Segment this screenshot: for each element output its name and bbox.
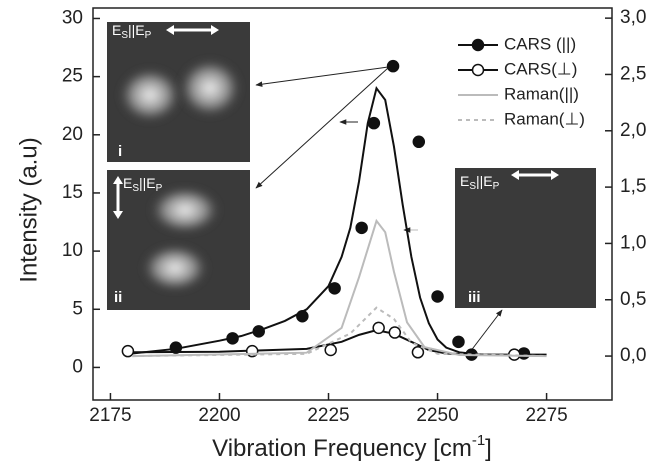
x-axis-title-part: ] <box>485 435 492 462</box>
x-tick-label: 2175 <box>89 405 131 426</box>
y2-tick-label: 3,0 <box>620 7 646 28</box>
fit-line <box>132 308 546 356</box>
inset-polarization-part: E <box>112 22 121 38</box>
data-point <box>412 347 423 358</box>
y-tick-label: 5 <box>72 298 83 319</box>
y2-tick-label: 1,0 <box>620 232 646 253</box>
legend-label: CARS(⊥) <box>504 59 577 78</box>
data-point <box>368 118 379 129</box>
x-axis-title-part: Vibration Frequency [cm <box>212 435 472 462</box>
y-axis-title: Intensity (a.u) <box>15 137 42 282</box>
y-tick-label: 0 <box>72 356 83 377</box>
inset-polarization-part: E <box>123 175 132 191</box>
data-point <box>453 336 464 347</box>
data-point <box>325 344 336 355</box>
x-tick-label: 2200 <box>198 405 240 426</box>
legend-marker <box>473 40 484 51</box>
data-point <box>122 346 133 357</box>
legend-label: CARS (||) <box>504 34 576 53</box>
inset-polarization-part: E <box>460 173 469 189</box>
y2-tick-label: 2,5 <box>620 63 646 84</box>
y2-tick-label: 1,5 <box>620 176 646 197</box>
inset-polarization-part: P <box>156 183 163 194</box>
x-tick-label: 2225 <box>307 405 349 426</box>
chart: Intensity (a.u) Vibration Frequency [cm-… <box>0 0 668 467</box>
x-tick-label: 2250 <box>416 405 458 426</box>
legend-marker <box>473 65 484 76</box>
inset-label: ii <box>114 289 122 306</box>
y-tick-label: 20 <box>62 124 83 145</box>
x-tick-label: 2275 <box>525 405 567 426</box>
x-axis-title-sup: -1 <box>472 432 485 449</box>
y-tick-label: 10 <box>62 240 83 261</box>
data-point <box>297 311 308 322</box>
y2-tick-label: 0,5 <box>620 289 646 310</box>
legend-label: Raman(⊥) <box>504 109 585 128</box>
inset-polarization-part: P <box>145 30 152 41</box>
y-tick-label: 30 <box>62 7 83 28</box>
legend-label: Raman(||) <box>504 84 579 103</box>
data-point <box>253 326 264 337</box>
y2-tick-label: 0,0 <box>620 345 646 366</box>
data-point <box>432 291 443 302</box>
data-point <box>329 283 340 294</box>
y2-tick-label: 2,0 <box>620 120 646 141</box>
x-axis-title: Vibration Frequency [cm-1] <box>212 432 492 462</box>
inset-polarization-part: ||E <box>128 22 145 38</box>
inset-polarization-part: ||E <box>139 175 156 191</box>
y-tick-label: 15 <box>62 182 83 203</box>
data-point <box>413 136 424 147</box>
inset-polarization-part: ||E <box>476 173 493 189</box>
data-point <box>389 327 400 338</box>
inset-label: i <box>118 143 122 160</box>
data-point <box>227 333 238 344</box>
inset-polarization-part: P <box>493 181 500 192</box>
data-point <box>388 61 399 72</box>
data-point <box>373 322 384 333</box>
data-point <box>356 222 367 233</box>
y-tick-label: 25 <box>62 66 83 87</box>
inset-label: iii <box>468 289 481 306</box>
